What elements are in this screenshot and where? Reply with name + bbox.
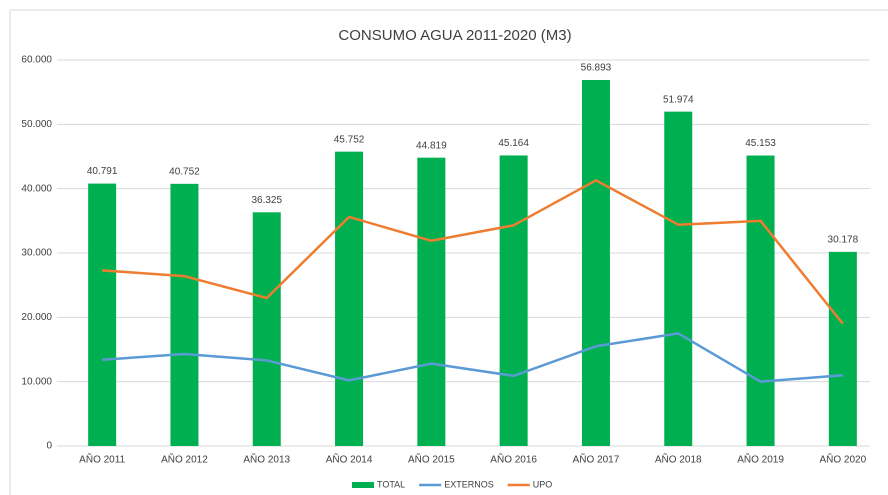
x-tick-label: AÑO 2013 xyxy=(243,453,290,466)
data-label: 45.752 xyxy=(334,134,365,145)
data-label: 30.178 xyxy=(828,234,859,245)
x-tick-label: AÑO 2011 xyxy=(79,453,125,466)
legend-label: EXTERNOS xyxy=(444,479,494,489)
x-tick-label: AÑO 2020 xyxy=(819,453,866,466)
legend-label: TOTAL xyxy=(377,479,405,489)
bar xyxy=(335,151,364,446)
bar xyxy=(499,155,528,446)
bar xyxy=(746,155,775,447)
x-tick-label: AÑO 2017 xyxy=(573,453,620,466)
bar xyxy=(828,251,857,446)
x-tick-label: AÑO 2014 xyxy=(326,453,373,466)
bar xyxy=(664,111,693,446)
x-tick-label: AÑO 2019 xyxy=(737,453,784,466)
bar xyxy=(170,183,199,446)
y-tick-label: 10.000 xyxy=(21,376,52,387)
line xyxy=(102,179,844,325)
line xyxy=(102,332,843,383)
y-tick-label: 0 xyxy=(46,441,52,452)
data-label: 56.893 xyxy=(581,63,612,74)
legend-label: UPO xyxy=(533,479,553,489)
data-label: 40.791 xyxy=(87,166,118,177)
data-label: 44.819 xyxy=(416,140,447,151)
x-tick-label: AÑO 2012 xyxy=(161,453,208,466)
data-label: 40.752 xyxy=(169,166,200,177)
data-label: 45.164 xyxy=(498,138,529,149)
bar xyxy=(581,79,610,446)
bar xyxy=(252,212,281,446)
y-tick-label: 60.000 xyxy=(21,55,52,66)
legend-swatch xyxy=(352,482,374,488)
x-tick-label: AÑO 2018 xyxy=(655,453,702,466)
x-tick-label: AÑO 2016 xyxy=(490,453,537,466)
data-label: 45.153 xyxy=(745,138,776,149)
y-tick-label: 40.000 xyxy=(21,183,52,194)
y-tick-label: 20.000 xyxy=(21,312,52,323)
x-tick-label: AÑO 2015 xyxy=(408,453,455,466)
y-tick-label: 30.000 xyxy=(21,248,52,259)
chart-title: CONSUMO AGUA 2011-2020 (M3) xyxy=(338,27,571,44)
y-tick-label: 50.000 xyxy=(21,119,52,130)
data-label: 36.325 xyxy=(251,195,282,206)
bar xyxy=(417,157,446,446)
bar xyxy=(88,183,117,447)
data-label: 51.974 xyxy=(663,94,694,105)
